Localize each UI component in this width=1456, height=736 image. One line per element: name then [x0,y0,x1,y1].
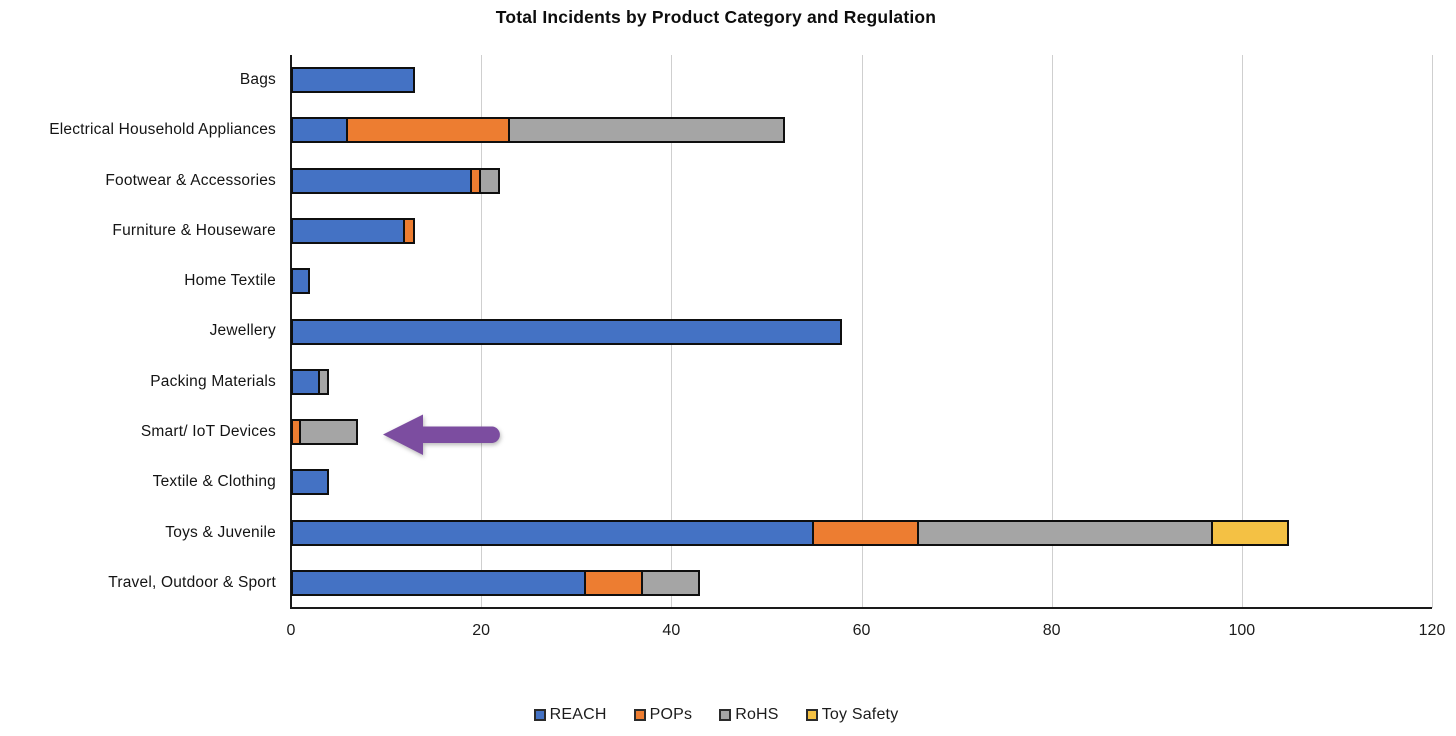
bar-segment-rohs [298,419,358,446]
x-tick-label: 80 [1042,622,1061,639]
bar-segment-reach [291,519,814,546]
legend-swatch-icon [719,709,732,721]
gridline [1051,55,1053,608]
category-label: Packing Materials [150,372,276,390]
bar-segment-rohs [317,368,330,395]
category-label: Travel, Outdoor & Sport [108,573,276,591]
category-label: Furniture & Houseware [112,221,276,239]
x-tick-label: 120 [1418,622,1446,639]
purple-arrow-annotation-icon [383,414,500,455]
category-label: Jewellery [209,322,276,340]
bar-segment-pops [403,217,415,244]
gridline [1241,55,1243,608]
bar-segment-reach [291,569,586,596]
category-label: Bags [239,71,276,89]
bar-segment-reach [291,469,330,496]
bar-segment-rohs [507,117,786,144]
category-label: Toys & Juvenile [165,523,276,541]
category-label: Home Textile [184,272,276,290]
bar-segment-reach [291,368,320,395]
legend-swatch-icon [633,709,646,721]
bar-segment-reach [291,117,349,144]
legend-item-rohs: RoHS [719,706,778,724]
bar-segment-pops [346,117,510,144]
legend-label: REACH [549,706,607,723]
bar-segment-reach [291,217,406,244]
chart-title: Total Incidents by Product Category and … [495,7,937,27]
bar-segment-reach [291,268,311,295]
bar-segment-reach [291,318,843,345]
x-tick-label: 100 [1228,622,1256,639]
x-tick-label: 0 [286,622,296,639]
category-label: Textile & Clothing [152,473,276,491]
x-axis-line [290,607,1432,609]
chart-legend: REACH POPs RoHS Toy Safety [0,706,1432,724]
legend-label: RoHS [735,706,779,723]
gridline [1432,55,1433,608]
gridline [861,55,863,608]
bar-segment-rohs [479,167,501,194]
category-label: Smart/ IoT Devices [140,423,276,441]
legend-item-pops: POPs [633,706,693,724]
x-tick-label: 20 [472,622,491,639]
bar-segment-reach [291,167,472,194]
bar-segment-reach [291,67,415,94]
legend-swatch-icon [805,709,818,721]
x-tick-label: 60 [852,622,871,639]
legend-label: Toy Safety [821,706,899,723]
x-tick-label: 40 [662,622,681,639]
bar-segment-pops [811,519,919,546]
legend-label: POPs [649,706,693,723]
legend-swatch-icon [533,709,546,721]
category-label: Footwear & Accessories [105,171,276,189]
bar-segment-pops [583,569,643,596]
bar-segment-rohs [916,519,1214,546]
legend-item-toy-safety: Toy Safety [805,706,899,724]
bar-segment-rohs [640,569,700,596]
legend-item-reach: REACH [533,706,607,724]
category-label: Electrical Household Appliances [49,121,276,139]
bar-segment-toy-safety [1211,519,1290,546]
